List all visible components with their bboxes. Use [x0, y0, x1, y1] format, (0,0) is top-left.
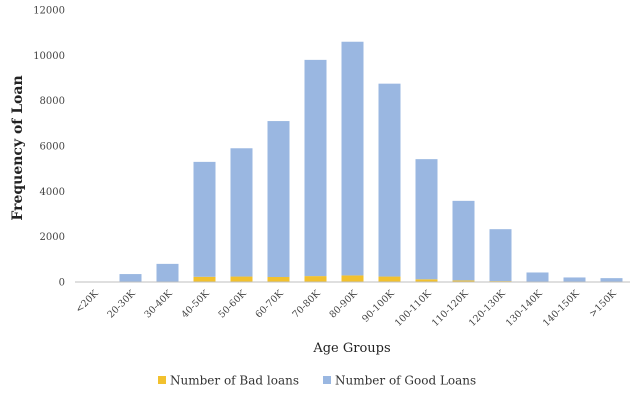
x-tick-label: 40-50K: [179, 288, 212, 321]
y-axis-title: Frequency of Loan: [10, 75, 26, 220]
bar-good-loans: [119, 274, 142, 282]
x-tick-label: 100-110K: [393, 288, 434, 329]
x-tick-label: 50-60K: [216, 288, 249, 321]
bar-good-loans: [415, 159, 438, 280]
x-tick-label: <20K: [74, 288, 102, 316]
bar-good-loans: [156, 263, 179, 282]
bar-good-loans: [378, 83, 401, 277]
legend: Number of Bad loans Number of Good Loans: [158, 374, 476, 388]
x-tick-label: 30-40K: [142, 288, 175, 321]
bar-good-loans: [489, 229, 512, 282]
bar-good-loans: [304, 59, 327, 277]
x-tick-label: >150K: [587, 288, 619, 320]
bar-good-loans: [600, 278, 623, 282]
x-tick-label: 110-120K: [430, 288, 471, 329]
x-tick-label: 70-80K: [290, 288, 323, 321]
bar-bad-loans: [267, 277, 290, 282]
bar-good-loans: [341, 41, 364, 276]
x-tick-label: 20-30K: [105, 288, 138, 321]
y-tick-label: 6000: [40, 142, 65, 153]
bar-good-loans: [267, 121, 290, 278]
x-axis-ticks: <20K 20-30K 30-40K 40-50K 50-60K 60-70K 70-80K…: [74, 288, 620, 329]
bar-good-loans: [230, 148, 253, 277]
bar-good-loans: [563, 277, 586, 282]
y-tick-label: 2000: [40, 232, 65, 243]
y-tick-label: 10000: [33, 51, 65, 62]
x-tick-label: 130-140K: [504, 288, 545, 329]
legend-swatch: [323, 376, 331, 384]
x-tick-label: 60-70K: [253, 288, 286, 321]
x-tick-label: 120-130K: [467, 288, 508, 329]
x-tick-label: 80-90K: [327, 288, 360, 321]
bar-bad-loans: [304, 276, 327, 282]
y-tick-label: 8000: [40, 96, 65, 107]
y-tick-label: 12000: [33, 6, 65, 17]
bar-bad-loans: [230, 276, 253, 282]
legend-label: Number of Good Loans: [335, 374, 476, 388]
bar-good-loans: [452, 200, 475, 281]
bar-bad-loans: [452, 280, 475, 282]
bars: [119, 41, 623, 282]
bar-bad-loans: [341, 275, 364, 282]
legend-label: Number of Bad loans: [170, 374, 299, 388]
bar-bad-loans: [378, 276, 401, 282]
legend-swatch: [158, 376, 166, 384]
x-axis-title: Age Groups: [312, 341, 390, 356]
bar-bad-loans: [193, 276, 216, 282]
bar-bad-loans: [415, 279, 438, 282]
y-tick-label: 0: [59, 278, 65, 289]
bar-good-loans: [193, 161, 216, 277]
y-axis-ticks: 0 2000 4000 6000 8000 10000 12000: [33, 6, 65, 289]
x-tick-label: 140-150K: [541, 288, 582, 329]
bar-good-loans: [526, 272, 549, 282]
x-tick-label: 90-100K: [360, 288, 397, 325]
y-tick-label: 4000: [40, 187, 65, 198]
